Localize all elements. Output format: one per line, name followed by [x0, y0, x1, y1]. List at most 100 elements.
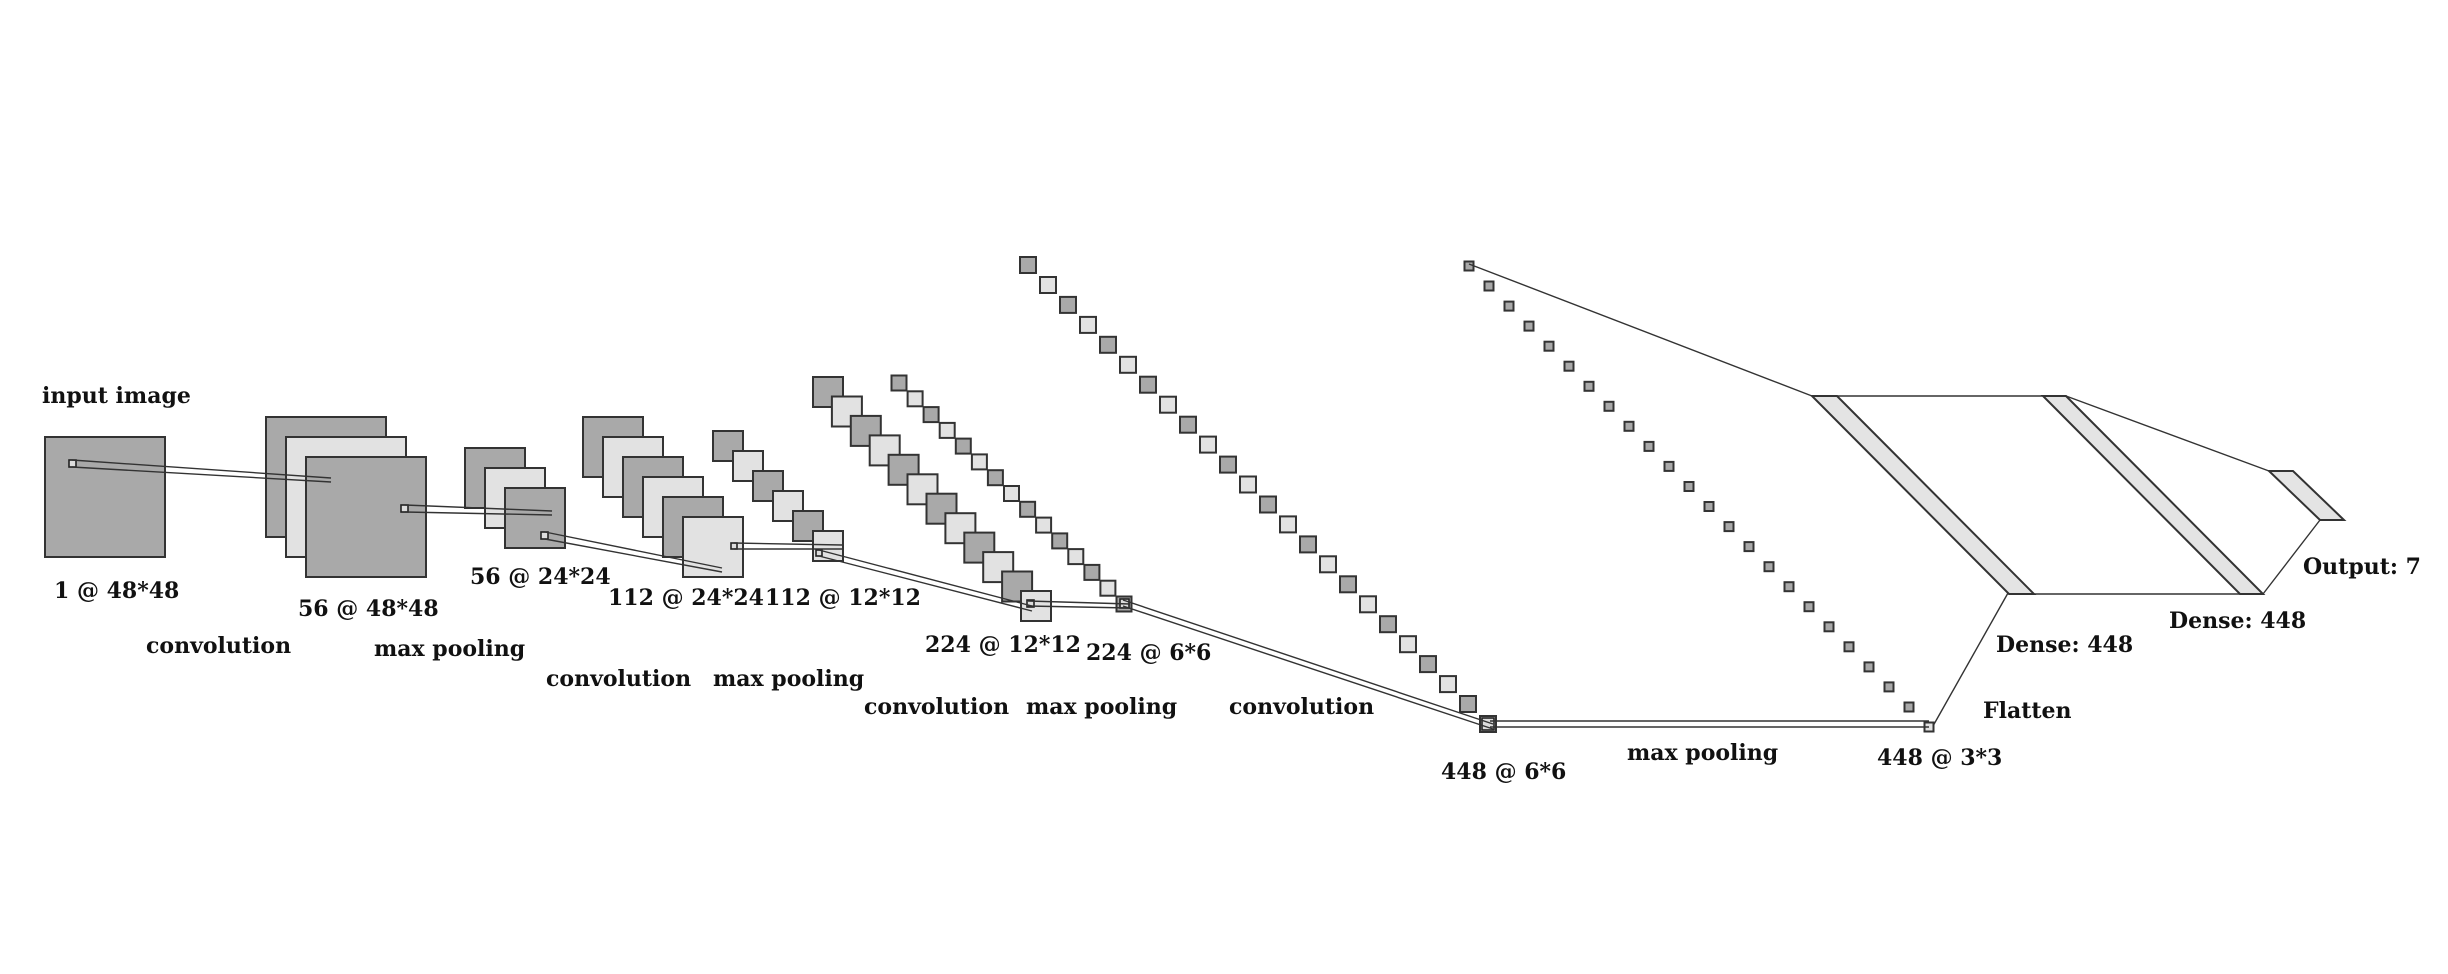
- feature-map: [1379, 615, 1397, 634]
- flatten-label: Flatten: [1983, 698, 2072, 724]
- feature-map: [1035, 516, 1053, 534]
- input-kernel-marker: [68, 459, 77, 468]
- feature-map: [1279, 515, 1297, 534]
- feature-map: [986, 469, 1004, 487]
- layer-shape-label: 56 @ 48*48: [298, 596, 439, 622]
- operation-label: convolution: [146, 633, 291, 659]
- operation-label: convolution: [546, 666, 691, 692]
- feature-map: [1523, 320, 1535, 332]
- feature-map: [1583, 380, 1595, 392]
- feature-map: [1199, 435, 1217, 454]
- feature-map: [1067, 548, 1085, 566]
- feature-map: [1459, 695, 1477, 713]
- operation-label: max pooling: [1026, 694, 1177, 720]
- labels: input image 1 @ 48*48 56 @ 48*48 56 @ 24…: [42, 383, 2421, 785]
- feature-map: [1483, 280, 1495, 292]
- feature-map: [1663, 460, 1675, 472]
- feature-map: [1003, 485, 1020, 502]
- input-image-title: input image: [42, 383, 191, 409]
- layer-448x6x6: [1019, 256, 1497, 733]
- feature-map: [1623, 420, 1635, 432]
- feature-map: [1319, 555, 1337, 574]
- feature-map: [1083, 563, 1101, 581]
- connection-line: [544, 538, 723, 573]
- feature-map: [1099, 335, 1117, 354]
- connection-lines: [71, 263, 2009, 730]
- feature-map: [970, 453, 988, 471]
- dense-bar: [2040, 395, 2266, 595]
- layer-shape-label: 112 @ 12*12: [765, 585, 921, 611]
- layer5-kernel-marker: [1026, 599, 1035, 608]
- connection-line: [1122, 605, 1494, 730]
- connection-line: [404, 504, 553, 512]
- feature-map: [1359, 595, 1377, 614]
- connection-line: [2065, 395, 2270, 472]
- layer-shape-label: 224 @ 6*6: [1086, 640, 1211, 666]
- operation-label: max pooling: [374, 636, 525, 662]
- dense-connections: [1837, 395, 2321, 595]
- feature-map: [752, 470, 784, 502]
- feature-map: [504, 487, 566, 549]
- dense-label: Dense: 448: [2169, 608, 2306, 634]
- connection-line: [71, 466, 332, 483]
- layer-shape-label: 448 @ 6*6: [1441, 759, 1566, 785]
- connection-line: [2262, 519, 2321, 595]
- feature-map: [1439, 675, 1457, 694]
- feature-map: [1683, 481, 1695, 492]
- feature-map: [938, 421, 956, 439]
- layer3-kernel-marker: [730, 542, 738, 550]
- feature-map: [954, 437, 972, 455]
- connection-line: [544, 531, 723, 569]
- feature-map: [1823, 621, 1835, 633]
- feature-map: [1783, 581, 1795, 593]
- feature-map: [922, 406, 940, 424]
- feature-map: [1463, 260, 1475, 272]
- feature-map: [305, 456, 427, 578]
- layer-112x12x12: [712, 430, 844, 562]
- feature-map: [1419, 655, 1437, 674]
- feature-map: [1119, 355, 1137, 374]
- connection-line: [71, 459, 332, 479]
- connection-line: [818, 555, 1033, 612]
- operation-label: convolution: [864, 694, 1009, 720]
- feature-map: [1259, 495, 1277, 514]
- input-image-map: [44, 436, 166, 558]
- feature-map: [1723, 521, 1735, 533]
- input-image-block: [44, 436, 166, 558]
- feature-map: [1059, 295, 1077, 314]
- feature-map: [890, 374, 908, 392]
- input-shape-label: 1 @ 48*48: [54, 578, 179, 604]
- connection-line: [404, 511, 553, 516]
- feature-map: [1219, 455, 1237, 474]
- layer-112x24x24: [582, 416, 744, 578]
- feature-map: [1643, 440, 1655, 452]
- connection-line: [1468, 263, 1813, 397]
- feature-map: [1803, 601, 1815, 613]
- connection-line: [1027, 605, 1131, 609]
- feature-map: [1763, 561, 1775, 573]
- feature-map: [982, 551, 1015, 584]
- feature-map: [1399, 635, 1417, 654]
- feature-map: [1903, 701, 1915, 713]
- feature-map: [1179, 415, 1197, 434]
- feature-map: [1883, 681, 1895, 693]
- layer-56x48x48: [265, 416, 427, 578]
- feature-map: [1743, 541, 1755, 553]
- feature-map: [1139, 375, 1157, 394]
- dense-layer-2: [2040, 395, 2266, 595]
- dense-layer-1: [1809, 395, 2037, 595]
- feature-map: [906, 390, 924, 408]
- operation-label: max pooling: [1627, 740, 1778, 766]
- feature-map: [1019, 256, 1037, 274]
- output-layer: [2266, 470, 2347, 521]
- operation-label: convolution: [1229, 694, 1374, 720]
- layer1-kernel-marker: [400, 504, 409, 513]
- output-label: Output: 7: [2303, 554, 2421, 580]
- layer-shape-label: 448 @ 3*3: [1877, 745, 2002, 771]
- feature-map: [1339, 575, 1357, 594]
- layer-shape-label: 224 @ 12*12: [925, 632, 1081, 658]
- connection-line: [1027, 600, 1131, 605]
- feature-map: [1159, 395, 1177, 414]
- feature-map: [1239, 475, 1257, 494]
